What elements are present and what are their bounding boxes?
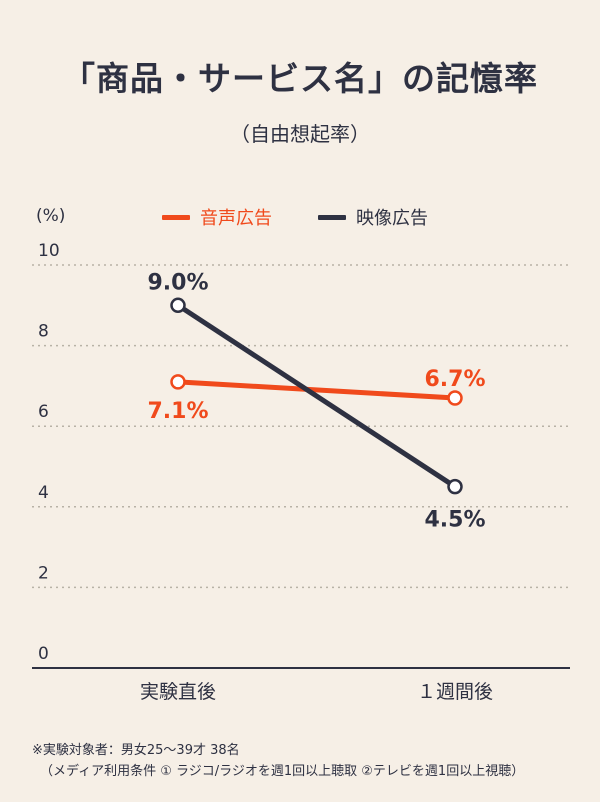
legend-label-audio: 音声広告 (200, 208, 272, 229)
y-tick-label-4: 4 (38, 483, 49, 503)
series-line-1 (176, 303, 457, 489)
series-0-label-0: 7.1% (147, 399, 208, 424)
series-0-point-1 (447, 390, 463, 406)
y-tick-label-0: 0 (38, 644, 49, 664)
series-1-point-0 (170, 297, 186, 314)
y-tick-label-2: 2 (38, 563, 49, 583)
footnote-subjects: ※実験対象者：男女25～39才 38名 (32, 743, 240, 758)
series-0-label-1: 6.7% (424, 367, 485, 392)
series-1-label-1: 4.5% (424, 508, 485, 533)
series-line-0 (177, 379, 456, 401)
footnote-conditions: （メディア利用条件 ① ラジコ/ラジオを週1回以上聴取 ②テレビを週1回以上視聴… (40, 764, 525, 779)
y-tick-label-8: 8 (38, 322, 49, 342)
y-axis-label: (%) (36, 206, 66, 226)
series-1-point-1 (447, 478, 463, 495)
series-1-label-0: 9.0% (147, 270, 208, 295)
legend-item-video: 映像広告 (318, 204, 428, 230)
y-tick-label-10: 10 (38, 241, 60, 261)
x-tick-label-0: 実験直後 (140, 681, 216, 703)
legend-swatch-audio (162, 214, 190, 220)
chart-subtitle: （自由想起率） (230, 122, 370, 146)
legend-label-video: 映像広告 (356, 208, 428, 229)
legend-swatch-video (318, 214, 346, 220)
series-0-point-0 (170, 374, 186, 390)
legend: 音声広告 映像広告 (0, 204, 600, 230)
chart-title: 「商品・サービス名」の記憶率 (62, 59, 538, 98)
y-tick-label-6: 6 (38, 402, 49, 422)
legend-item-audio: 音声広告 (162, 204, 272, 230)
x-tick-label-1: １週間後 (417, 681, 493, 703)
